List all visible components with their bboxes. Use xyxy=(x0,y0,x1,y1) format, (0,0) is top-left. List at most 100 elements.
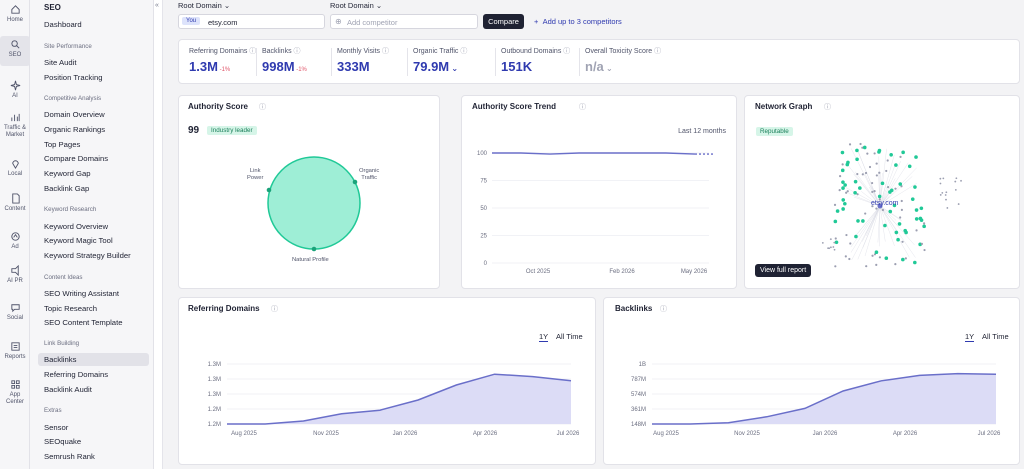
network-edge xyxy=(879,178,896,207)
sidebar-item-backlink-audit[interactable]: Backlink Audit xyxy=(44,385,92,394)
metric-monthly-visits[interactable]: Monthly Visits ⓘ 333M xyxy=(337,46,389,74)
sidebar-item-top-pages[interactable]: Top Pages xyxy=(44,140,81,149)
rail-item-social[interactable]: Social xyxy=(0,302,30,322)
rail-item-reports[interactable]: Reports xyxy=(0,341,30,361)
info-icon[interactable]: ⓘ xyxy=(247,48,257,55)
network-node xyxy=(915,229,918,232)
sidebar-item-topic-research[interactable]: Topic Research xyxy=(44,304,97,313)
rail-item-home[interactable]: Home xyxy=(0,4,30,24)
rail-item-traffic[interactable]: Traffic & Market xyxy=(0,112,30,139)
metric-organic-traffic[interactable]: Organic Traffic ⓘ 79.9M ⌄ xyxy=(413,46,467,74)
network-node xyxy=(941,191,944,194)
root-domain-select-2[interactable]: Root Domain ⌄ xyxy=(330,1,383,10)
info-icon[interactable]: ⓘ xyxy=(291,48,301,55)
network-node xyxy=(873,152,876,155)
sidebar-item-compare-domains[interactable]: Compare Domains xyxy=(44,154,109,163)
sidebar-item-seo-writing-assistant[interactable]: SEO Writing Assistant xyxy=(44,289,120,298)
tab-all-time[interactable]: All Time xyxy=(982,332,1009,341)
info-icon[interactable]: ⓘ xyxy=(259,104,266,111)
seo-icon xyxy=(10,40,19,49)
network-node xyxy=(939,194,942,196)
info-icon[interactable]: ⓘ xyxy=(652,48,662,55)
rail-item-aipr[interactable]: AI PR xyxy=(0,265,30,285)
info-icon[interactable]: ⓘ xyxy=(380,48,390,55)
compare-button[interactable]: Compare xyxy=(483,14,524,29)
x-tick-label: Jul 2026 xyxy=(978,431,1001,437)
rail-item-seo[interactable]: SEO xyxy=(0,36,30,66)
rail-item-app-center[interactable]: App Center xyxy=(0,379,30,406)
network-node xyxy=(913,260,917,265)
network-node xyxy=(939,182,942,185)
network-node xyxy=(855,148,859,153)
info-icon[interactable]: ⓘ xyxy=(824,104,831,111)
network-node xyxy=(881,208,885,212)
sidebar-item-keyword-overview[interactable]: Keyword Overview xyxy=(44,222,109,231)
network-node xyxy=(910,197,915,201)
sidebar-item-site-audit[interactable]: Site Audit xyxy=(44,58,77,67)
info-icon[interactable]: ⓘ xyxy=(660,306,667,313)
info-icon[interactable]: ⓘ xyxy=(458,48,468,55)
network-edge xyxy=(855,171,881,207)
network-edge xyxy=(861,191,881,207)
sidebar-item-keyword-gap[interactable]: Keyword Gap xyxy=(44,169,91,178)
network-node xyxy=(884,256,889,261)
add-competitors-link[interactable]: + Add up to 3 competitors xyxy=(534,17,622,26)
metric-referring-domains[interactable]: Referring Domains ⓘ 1.3M -1% xyxy=(189,46,256,74)
x-tick-label: Jan 2026 xyxy=(813,431,838,437)
tab-1y[interactable]: 1Y xyxy=(965,332,975,342)
rail-item-ai[interactable]: AI xyxy=(0,80,30,100)
sidebar-item-dashboard[interactable]: Dashboard xyxy=(44,20,82,29)
sidebar-item-referring-domains[interactable]: Referring Domains xyxy=(44,370,109,379)
sidebar-item-seo-content-template[interactable]: SEO Content Template xyxy=(44,318,123,327)
info-icon[interactable]: ⓘ xyxy=(271,306,278,313)
tab-1y[interactable]: 1Y xyxy=(539,332,549,342)
network-edge xyxy=(879,183,917,207)
network-node xyxy=(903,228,908,233)
rail-item-content[interactable]: Content xyxy=(0,193,30,213)
view-full-report-button[interactable]: View full report xyxy=(755,264,812,277)
natural-profile-label: Natural Profile xyxy=(292,257,329,263)
network-node xyxy=(945,198,947,201)
sidebar-item-backlink-gap[interactable]: Backlink Gap xyxy=(44,184,90,193)
rail-label: Social xyxy=(6,315,24,321)
sidebar-item-seoquake[interactable]: SEOquake xyxy=(44,437,82,446)
network-graph[interactable] xyxy=(745,96,1021,290)
network-edge xyxy=(850,205,881,248)
network-node xyxy=(960,179,962,182)
sidebar-item-backlinks[interactable]: Backlinks xyxy=(38,353,149,366)
network-node xyxy=(840,168,845,173)
network-node xyxy=(894,263,897,266)
network-node xyxy=(901,257,905,262)
chevron-down-icon[interactable]: ⌄ xyxy=(449,64,459,73)
metric-backlinks[interactable]: Backlinks ⓘ 998M -1% xyxy=(262,46,307,74)
network-edge xyxy=(862,205,881,248)
sidebar-item-keyword-magic-tool[interactable]: Keyword Magic Tool xyxy=(44,236,113,245)
domain-input[interactable]: You etsy.com xyxy=(178,14,325,29)
sidebar-item-position-tracking[interactable]: Position Tracking xyxy=(44,73,103,82)
referring-domains-title: Referring Domains xyxy=(188,304,260,313)
sidebar-item-sensor[interactable]: Sensor xyxy=(44,423,69,432)
rail-item-ad[interactable]: Ad xyxy=(0,231,30,251)
rail-label: Reports xyxy=(4,354,26,360)
content-icon xyxy=(11,193,20,204)
sidebar-item-organic-rankings[interactable]: Organic Rankings xyxy=(44,125,106,134)
metric-outbound-domains[interactable]: Outbound Domains ⓘ 151K xyxy=(501,46,570,74)
metric-value: 1.3M -1% xyxy=(189,59,231,74)
network-node xyxy=(828,247,831,250)
tab-all-time[interactable]: All Time xyxy=(556,332,583,341)
collapse-sidebar-button[interactable]: « xyxy=(154,0,163,469)
sidebar-item-keyword-strategy-builder[interactable]: Keyword Strategy Builder xyxy=(44,251,131,260)
chevron-down-icon[interactable]: ⌄ xyxy=(603,64,613,73)
rail-item-local[interactable]: Local xyxy=(0,158,30,178)
network-edge xyxy=(869,187,881,207)
competitor-input[interactable]: ⊕ Add competitor xyxy=(330,14,478,29)
x-tick-label: Aug 2025 xyxy=(231,431,257,437)
network-node xyxy=(871,190,874,194)
metric-overall-toxicity-score[interactable]: Overall Toxicity Score ⓘ n/a ⌄ xyxy=(585,46,661,74)
info-icon[interactable]: ⓘ xyxy=(579,104,586,111)
root-domain-select-1[interactable]: Root Domain ⌄ xyxy=(178,1,231,10)
sidebar-item-semrush-rank[interactable]: Semrush Rank xyxy=(44,452,95,461)
icon-rail: Home SEO AI Traffic & Market Local Content Ad A… xyxy=(0,0,30,469)
info-icon[interactable]: ⓘ xyxy=(561,48,571,55)
sidebar-item-domain-overview[interactable]: Domain Overview xyxy=(44,110,105,119)
